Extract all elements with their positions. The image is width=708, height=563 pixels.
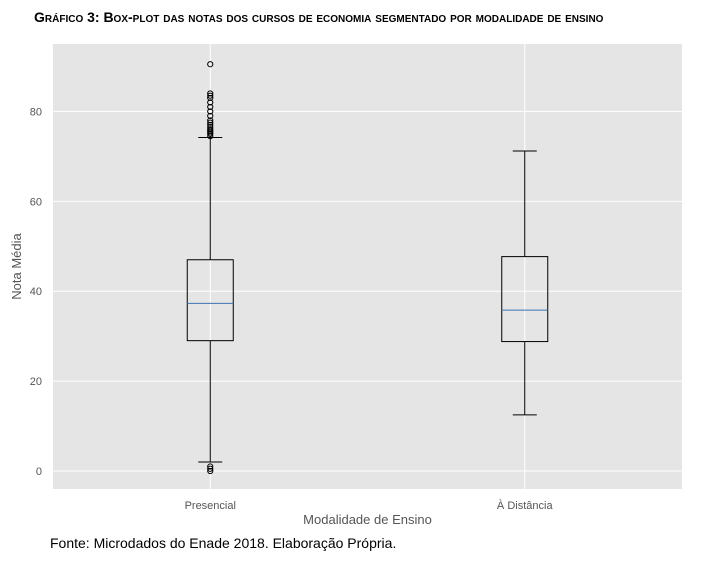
outlier-point [207, 117, 214, 124]
outlier-point [207, 108, 214, 115]
outlier-point [207, 467, 214, 475]
x-axis-label: Modalidade de Ensino [303, 512, 432, 527]
outlier-point [207, 103, 214, 111]
y-tick-label: 0 [36, 466, 42, 478]
outlier-point [207, 92, 214, 99]
x-tick-label: Presencial [185, 500, 236, 512]
y-axis-ticks: 0 20 40 60 80 [30, 106, 42, 478]
y-axis-label: Nota Média [9, 232, 24, 299]
x-axis-ticks: Presencial À Distância [185, 499, 554, 512]
outlier-point [207, 119, 214, 126]
y-tick-label: 20 [30, 376, 42, 388]
outlier-point [207, 463, 214, 470]
outlier-point [207, 99, 214, 106]
x-tick-label: À Distância [497, 499, 554, 512]
iqr-box [186, 259, 234, 342]
outlier-point [207, 112, 214, 120]
box-1 [501, 150, 549, 416]
plot-area [53, 44, 682, 489]
y-tick-label: 40 [30, 286, 42, 298]
box-plot-chart: 0 20 40 60 80 Presencial À Distância Modalida… [9, 44, 682, 527]
boxes [186, 61, 549, 475]
outlier-point [207, 124, 214, 131]
outlier-point [207, 94, 214, 102]
y-tick-label: 60 [30, 196, 42, 208]
box-0 [186, 61, 234, 475]
source-note: Fonte: Microdados do Enade 2018. Elabora… [50, 535, 397, 551]
iqr-box [501, 256, 549, 343]
outlier-point [207, 465, 214, 472]
outlier-point [207, 121, 214, 129]
outlier-point [207, 61, 214, 68]
figure-title: Gráfico 3: Box-plot das notas dos cursos… [34, 9, 604, 25]
outlier-point [207, 90, 214, 97]
outlier-point [207, 126, 214, 133]
y-tick-label: 80 [30, 106, 42, 118]
